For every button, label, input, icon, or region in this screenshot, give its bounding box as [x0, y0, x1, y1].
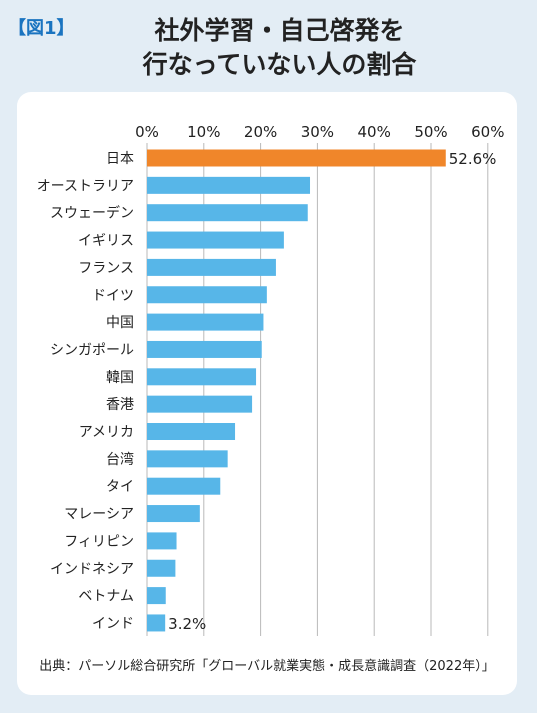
- bar: [147, 313, 264, 331]
- bar: [147, 286, 267, 304]
- figure-label: 【図1】: [8, 18, 75, 39]
- bar: [147, 204, 308, 222]
- category-label: タイ: [106, 479, 134, 495]
- category-label: ベトナム: [78, 589, 134, 605]
- data-label: 3.2%: [168, 615, 206, 633]
- x-tick-label: 40%: [358, 123, 391, 141]
- bar: [147, 559, 176, 577]
- x-tick-label: 0%: [135, 123, 159, 141]
- category-label: アメリカ: [79, 425, 134, 441]
- bar: [147, 395, 253, 413]
- x-tick-label: 50%: [414, 123, 447, 141]
- bar: [147, 368, 257, 386]
- category-label: インドネシア: [50, 561, 134, 577]
- chart-title: 社外学習・自己啓発を 行なっていない人の割合: [0, 14, 537, 82]
- bar: [147, 614, 166, 632]
- bar: [147, 176, 311, 194]
- x-tick-label: 30%: [301, 123, 334, 141]
- bar: [147, 231, 284, 249]
- category-label: オーストラリア: [37, 178, 134, 194]
- bar: [147, 423, 236, 440]
- category-label: フィリピン: [64, 534, 134, 550]
- category-label: シンガポール: [50, 342, 134, 358]
- title-line-1: 社外学習・自己啓発を: [154, 16, 405, 45]
- bar: [147, 587, 166, 605]
- bar: [147, 477, 221, 495]
- category-label: 韓国: [106, 370, 134, 386]
- category-label: イギリス: [78, 233, 134, 249]
- bar: [147, 450, 228, 468]
- x-tick-label: 20%: [244, 123, 277, 141]
- x-tick-label: 60%: [471, 123, 504, 141]
- category-label: 日本: [106, 151, 134, 167]
- x-tick-label: 10%: [187, 123, 220, 141]
- data-label: 52.6%: [449, 150, 497, 168]
- category-label: ドイツ: [92, 288, 134, 304]
- bar: [147, 149, 446, 167]
- category-label: スウェーデン: [50, 205, 134, 222]
- bar: [147, 505, 200, 523]
- bar: [147, 532, 177, 550]
- category-label: フランス: [78, 260, 134, 276]
- category-label: 中国: [106, 315, 134, 331]
- bar: [147, 340, 262, 358]
- title-line-2: 行なっていない人の割合: [142, 50, 417, 79]
- category-label: 台湾: [106, 451, 134, 468]
- bar: [147, 258, 276, 276]
- source-note: 出典：パーソル総合研究所「グローバル就業実態・成長意識調査（2022年）」: [39, 659, 495, 674]
- category-label: インド: [92, 616, 134, 632]
- category-label: 香港: [106, 397, 134, 413]
- category-label: マレーシア: [64, 507, 134, 523]
